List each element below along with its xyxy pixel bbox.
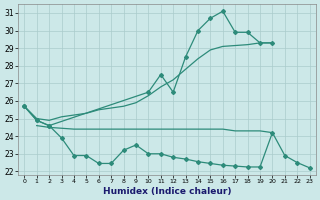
X-axis label: Humidex (Indice chaleur): Humidex (Indice chaleur) bbox=[103, 187, 231, 196]
